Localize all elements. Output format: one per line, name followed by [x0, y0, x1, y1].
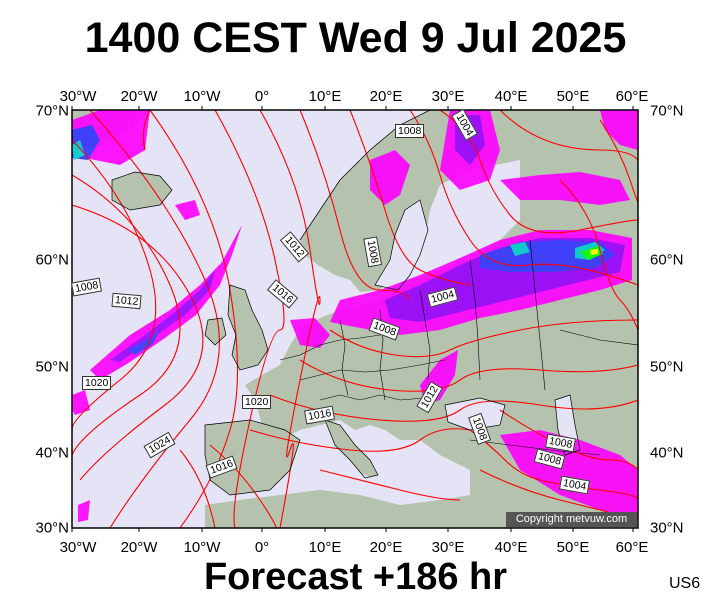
lon-label-bottom: 20°W	[120, 539, 158, 556]
country-borders	[279, 239, 638, 456]
lon-label-top: 10°W	[183, 88, 221, 105]
lon-label-bottom: 60°E	[615, 539, 649, 556]
mediterranean-sea	[290, 460, 470, 500]
lon-label-top: 40°E	[494, 88, 528, 105]
lat-label-left: 40°N	[35, 444, 69, 462]
lon-label-top: 30°W	[59, 88, 97, 105]
lon-label-bottom: 0°	[254, 539, 270, 556]
model-code: US6	[669, 575, 701, 592]
lon-label-top: 60°E	[615, 88, 649, 105]
lat-label-right: 50°N	[650, 358, 684, 376]
lat-label-left: 70°N	[35, 102, 69, 120]
lon-label-bottom: 30°W	[59, 539, 97, 556]
copyright-notice: Copyright metvuw.com	[506, 512, 637, 527]
lat-label-left: 60°N	[35, 251, 69, 269]
lat-label-right: 70°N	[650, 102, 684, 120]
lon-label-bottom: 40°E	[494, 539, 528, 556]
lat-label-left: 30°N	[35, 519, 69, 537]
map-frame	[71, 109, 639, 529]
lon-label-top: 30°E	[431, 88, 465, 105]
lon-label-top: 0°	[254, 88, 270, 105]
map-title: 1400 CEST Wed 9 Jul 2025	[84, 14, 627, 62]
isobar-label: 1020	[82, 376, 112, 390]
lon-label-bottom: 20°E	[369, 539, 403, 556]
lon-label-bottom: 50°E	[556, 539, 590, 556]
lon-label-top: 50°E	[556, 88, 590, 105]
lon-label-bottom: 10°W	[183, 539, 221, 556]
isobar-label: 1020	[242, 395, 272, 409]
lon-label-top: 20°E	[369, 88, 403, 105]
italy-landmass	[325, 420, 378, 478]
baltic-sea	[375, 200, 428, 290]
british-isles-landmass	[205, 285, 268, 370]
forecast-hour-label: Forecast +186 hr	[203, 556, 508, 598]
lon-label-bottom: 10°E	[308, 539, 342, 556]
lon-label-top: 10°E	[308, 88, 342, 105]
iceland-landmass	[112, 172, 172, 210]
isobar-label: 1008	[395, 124, 425, 138]
lat-label-right: 30°N	[650, 519, 684, 537]
iberia-landmass	[205, 420, 300, 495]
lon-label-top: 20°W	[120, 88, 158, 105]
lat-label-right: 60°N	[650, 251, 684, 269]
lon-label-bottom: 30°E	[431, 539, 465, 556]
isobar-label: 1012	[111, 292, 142, 310]
lat-label-right: 40°N	[650, 444, 684, 462]
lat-label-left: 50°N	[35, 358, 69, 376]
map-frame-ticks	[71, 106, 634, 532]
